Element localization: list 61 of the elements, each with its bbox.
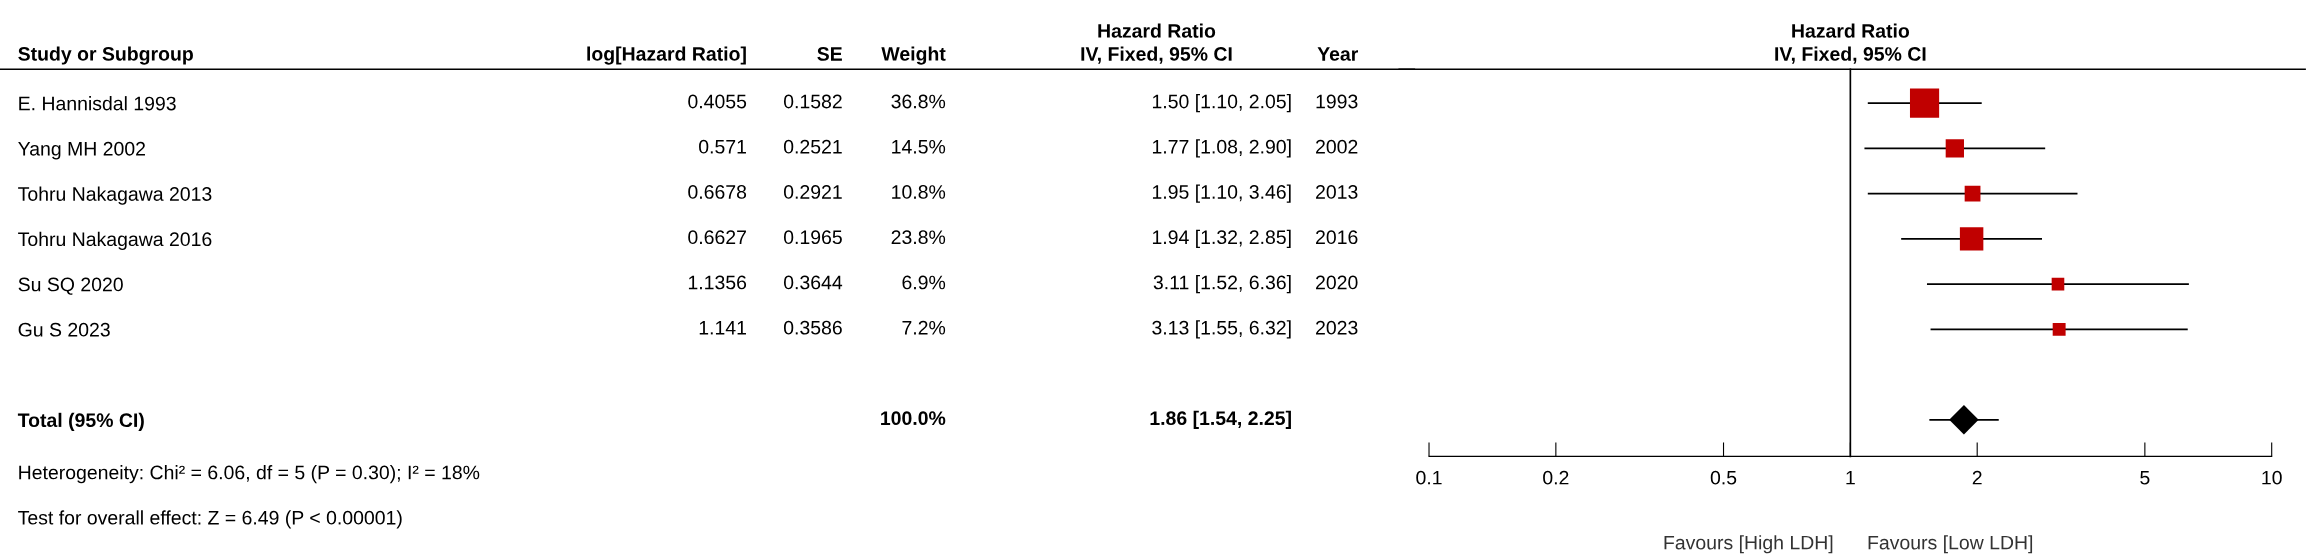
text: 7.2%	[902, 320, 946, 335]
x-tick-label: 2	[1972, 470, 1982, 485]
x-tick-label: 10	[2262, 470, 2282, 485]
text: 23.8%	[891, 230, 946, 245]
x-tick-label: 0.1	[1416, 470, 1442, 485]
text: 0.6678	[688, 185, 747, 199]
text: 1.86 [1.54, 2.25]	[1150, 410, 1291, 429]
text: 3.11 [1.52, 6.36]	[1153, 275, 1291, 294]
category-label: Tohru Nakagawa 2013	[18, 186, 212, 205]
category-label: SE	[817, 47, 842, 61]
text: Study or Subgroup	[18, 46, 193, 65]
text: 6.9%	[902, 275, 946, 290]
text: Favours [High LDH]	[1664, 535, 1833, 554]
text: 1.50 [1.10, 2.05]	[1152, 94, 1291, 113]
point	[1964, 185, 1981, 202]
text: 0.571	[699, 139, 746, 154]
text: 0.3644	[783, 275, 843, 290]
text: 1.141	[699, 321, 746, 335]
point	[2051, 277, 2065, 291]
text: Test for overall effect: Z = 6.49 (P < 0.00001)	[18, 510, 402, 529]
category-label: E. Hannisdal 1993	[19, 96, 176, 111]
text: 0.2521	[783, 139, 842, 154]
text: 1.1356	[688, 275, 747, 290]
x-tick-label: 5	[2140, 470, 2150, 485]
text: 0.2921	[783, 185, 842, 199]
text: 2020	[1316, 275, 1358, 290]
category-label: Su SQ 2020	[18, 277, 123, 295]
text: 3.13 [1.55, 6.32]	[1152, 320, 1291, 339]
point	[1949, 405, 1979, 435]
text: 14.5%	[892, 139, 946, 154]
x-tick-label: 1	[1846, 470, 1855, 485]
text: 1.77 [1.08, 2.90]	[1152, 139, 1291, 158]
category-label: Yang MH 2002	[18, 141, 145, 160]
category-label: Year	[1317, 47, 1359, 61]
text: 1993	[1316, 94, 1358, 109]
category-label: Tohru Nakagawa 2016	[18, 231, 212, 250]
text: 10.8%	[892, 185, 946, 199]
category-label: Total (95% CI)	[17, 412, 144, 431]
text: 0.4055	[688, 94, 747, 109]
category-label: Weight	[881, 46, 946, 65]
text: Heterogeneity: Chi² = 6.06, df = 5 (P = 0.30); I² = 18%	[19, 465, 480, 484]
category-label: Gu S 2023	[18, 322, 110, 337]
text: 1.95 [1.10, 3.46]	[1152, 184, 1291, 203]
text: 36.8%	[891, 94, 946, 109]
category-label: Hazard Ratio IV, Fixed, 95% CI	[1081, 23, 1232, 64]
text: 2023	[1316, 320, 1358, 335]
text: 0.1582	[783, 94, 842, 109]
text: 2016	[1316, 230, 1358, 245]
text: 100.0%	[881, 411, 946, 426]
text: 0.1965	[783, 230, 842, 245]
text: 0.3586	[783, 320, 842, 335]
text: 2002	[1316, 139, 1358, 154]
chart-title: Hazard Ratio IV, Fixed, 95% CI	[1775, 23, 1926, 64]
text: 1.94 [1.32, 2.85]	[1152, 229, 1291, 248]
x-tick-label: 0.5	[1710, 470, 1737, 485]
point	[2052, 322, 2066, 336]
text: 2013	[1316, 185, 1358, 199]
x-tick-label: 0.2	[1543, 470, 1569, 485]
text: 0.6627	[688, 230, 746, 245]
text: Favours [Low LDH]	[1868, 535, 2033, 554]
category-label: log[Hazard Ratio]	[587, 46, 746, 65]
